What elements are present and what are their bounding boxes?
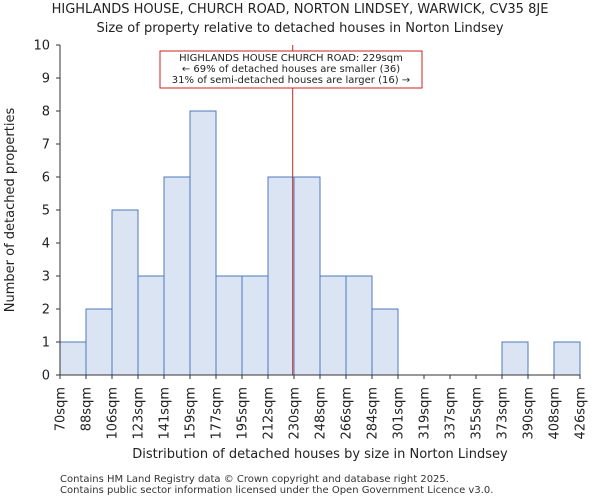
x-tick-label: 266sqm [340,387,355,440]
bar-373sqm [501,341,529,376]
x-tick-label: 248sqm [314,387,329,440]
bar-248sqm [319,275,347,376]
chart-title: HIGHLANDS HOUSE, CHURCH ROAD, NORTON LIN… [51,2,549,17]
x-tick-label: 337sqm [444,387,459,440]
x-tick-label: 141sqm [158,387,173,440]
y-tick-label: 8 [42,105,50,120]
bar-195sqm [241,275,269,376]
y-tick-label: 0 [42,369,50,384]
y-tick-label: 6 [42,171,50,186]
x-tick-label: 408sqm [548,387,563,440]
x-tick-label: 123sqm [132,387,147,440]
chart-subtitle: Size of property relative to detached ho… [96,21,504,36]
x-tick-label: 195sqm [236,387,251,440]
x-tick-label: 230sqm [288,387,303,440]
bar-284sqm [371,308,399,376]
bar-159sqm [189,110,217,376]
bar-408sqm [553,341,581,376]
bar-123sqm [137,275,165,376]
bar-141sqm [163,176,191,376]
x-tick-label: 319sqm [418,387,433,440]
bar-212sqm [267,176,295,376]
x-axis-label: Distribution of detached houses by size … [132,447,508,462]
y-tick-label: 5 [42,204,50,219]
y-tick-label: 4 [42,237,50,252]
x-tick-label: 390sqm [522,387,537,440]
annotation-box: HIGHLANDS HOUSE CHURCH ROAD: 229sqm ← 69… [159,50,423,89]
annotation-line-2: ← 69% of detached houses are smaller (36… [182,64,400,75]
y-tick-label: 1 [42,336,50,351]
x-tick-label: 70sqm [54,387,69,431]
x-tick-label: 159sqm [184,387,199,440]
x-tick-label: 212sqm [262,387,277,440]
y-tick-label: 3 [42,270,50,285]
x-tick-label: 373sqm [496,387,511,440]
x-tick-label: 355sqm [470,387,485,440]
bar-88sqm [85,308,113,376]
y-axis-label: Number of detached properties [3,108,18,313]
footer-copyright: Contains HM Land Registry data © Crown c… [60,474,449,485]
x-tick-label: 301sqm [392,387,407,440]
x-tick-label: 106sqm [106,387,121,440]
x-tick-label: 426sqm [574,387,589,440]
x-tick-label: 177sqm [210,387,225,440]
y-tick-label: 10 [33,39,50,54]
bar-106sqm [111,209,139,376]
x-tick-label: 88sqm [80,387,95,431]
bar-70sqm [59,341,87,376]
footer-licence: Contains public sector information licen… [60,485,494,496]
annotation-line-1: HIGHLANDS HOUSE CHURCH ROAD: 229sqm [179,53,403,64]
annotation-line-3: 31% of semi-detached houses are larger (… [172,75,410,86]
y-tick-label: 9 [42,72,50,87]
x-tick-label: 284sqm [366,387,381,440]
bar-230sqm [293,176,321,376]
y-tick-label: 7 [42,138,50,153]
y-tick-label: 2 [42,303,50,318]
bar-177sqm [215,275,243,376]
bar-266sqm [345,275,373,376]
